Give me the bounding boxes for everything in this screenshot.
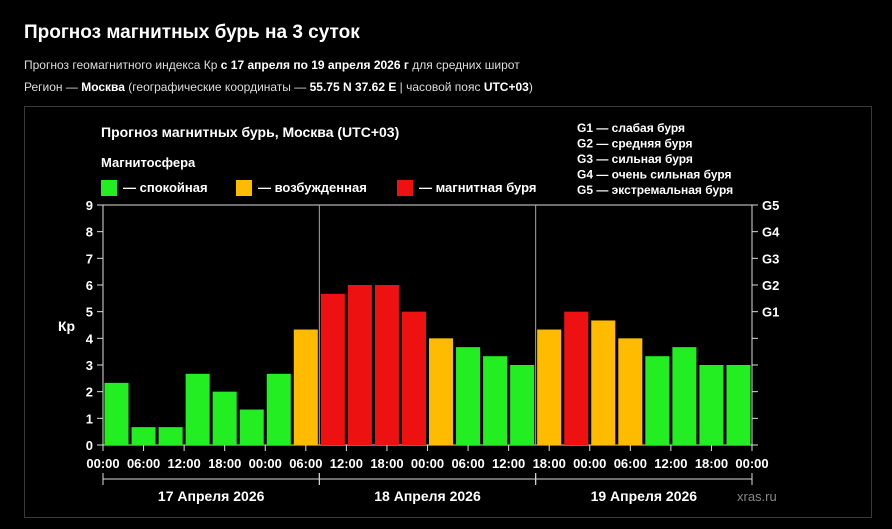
- period-suffix: для средних широт: [408, 58, 520, 72]
- x-tick-label: 00:00: [411, 456, 444, 471]
- chart-title: Прогноз магнитных бурь, Москва (UTC+03): [101, 124, 399, 140]
- bar-22: [672, 347, 697, 445]
- g-tick-label: G1: [762, 305, 779, 320]
- y-tick-label: 4: [86, 331, 94, 346]
- period-dates: с 17 апреля по 19 апреля 2026 г: [220, 58, 409, 72]
- x-tick-label: 06:00: [614, 456, 647, 471]
- bar-7: [266, 373, 291, 445]
- bar-12: [401, 311, 426, 445]
- g-scale-item-3: G3 — сильная буря: [577, 152, 693, 166]
- y-tick-label: 7: [86, 251, 93, 266]
- g-tick-label: G3: [762, 251, 779, 266]
- g-scale-item-2: G2 — средняя буря: [577, 137, 693, 151]
- bar-17: [537, 329, 562, 445]
- y-tick-label: 0: [86, 438, 93, 453]
- bar-24: [726, 365, 751, 445]
- bar-10: [347, 285, 372, 445]
- bar-13: [429, 338, 454, 445]
- bar-3: [158, 427, 183, 445]
- x-tick-label: 18:00: [208, 456, 241, 471]
- x-tick-label: 12:00: [330, 456, 363, 471]
- g-tick-label: G4: [762, 225, 780, 240]
- bar-18: [564, 311, 589, 445]
- x-tick-label: 00:00: [86, 456, 119, 471]
- x-tick-label: 06:00: [127, 456, 160, 471]
- x-tick-label: 12:00: [654, 456, 687, 471]
- x-tick-label: 18:00: [533, 456, 566, 471]
- region-prefix: Регион —: [24, 80, 82, 94]
- g-scale-item-1: G1 — слабая буря: [577, 121, 685, 135]
- g-tick-label: G5: [762, 198, 779, 213]
- x-tick-label: 06:00: [451, 456, 484, 471]
- bar-15: [483, 356, 508, 445]
- bar-11: [374, 285, 399, 445]
- x-tick-label: 18:00: [695, 456, 728, 471]
- legend-label-2: — возбужденная: [258, 180, 367, 195]
- y-axis-label: Кр: [58, 318, 75, 334]
- legend-swatch-3: [397, 180, 413, 196]
- watermark: xras.ru: [737, 489, 777, 504]
- g-tick-label: G2: [762, 278, 779, 293]
- y-tick-label: 6: [86, 278, 93, 293]
- region-coords: 55.75 N 37.62 E: [309, 80, 397, 94]
- legend: — спокойная — возбужденная — магнитная бур…: [101, 180, 536, 196]
- day-label: 18 Апреля 2026: [374, 488, 481, 504]
- bar-20: [618, 338, 643, 445]
- bar-4: [185, 373, 210, 445]
- period-prefix: Прогноз геомагнитного индекса Кр: [24, 58, 221, 72]
- region-city: Москва: [81, 80, 125, 94]
- g-scale-item-4: G4 — очень сильная буря: [577, 168, 732, 182]
- region-mid2: | часовой пояс: [396, 80, 484, 94]
- day-label: 17 Апреля 2026: [158, 488, 265, 504]
- x-tick-label: 00:00: [573, 456, 606, 471]
- x-tick-label: 12:00: [492, 456, 525, 471]
- region-timezone: UTC+03: [483, 80, 529, 94]
- day-label: 19 Апреля 2026: [591, 488, 698, 504]
- chart-panel: Прогноз магнитных бурь, Москва (UTC+03) …: [24, 106, 872, 518]
- kp-forecast-chart: Прогноз магнитных бурь, Москва (UTC+03) …: [58, 121, 780, 504]
- bar-6: [239, 409, 264, 445]
- forecast-period-line: Прогноз геомагнитного индекса Кр с 17 ап…: [24, 58, 520, 72]
- region-mid: (географические координаты —: [124, 80, 310, 94]
- x-tick-label: 00:00: [735, 456, 768, 471]
- bar-14: [456, 347, 481, 445]
- y-tick-label: 5: [86, 305, 93, 320]
- x-tick-label: 06:00: [289, 456, 322, 471]
- region-line: Регион — Москва (географические координа…: [24, 80, 533, 94]
- y-tick-label: 8: [86, 225, 93, 240]
- y-tick-label: 1: [86, 411, 93, 426]
- bar-21: [645, 356, 670, 445]
- legend-label-1: — спокойная: [123, 180, 208, 195]
- legend-label-3: — магнитная буря: [419, 180, 536, 195]
- bar-23: [699, 365, 724, 445]
- legend-swatch-2: [236, 180, 252, 196]
- bar-2: [131, 427, 156, 445]
- x-tick-label: 18:00: [370, 456, 403, 471]
- bar-16: [510, 365, 535, 445]
- y-tick-label: 9: [86, 198, 93, 213]
- region-suffix: ): [528, 80, 533, 94]
- plot-area: 0 1 2 3 4 5 6 7 8 9 G1 G2 G3 G4 G5 00:00 06:00 12:00 18:00…: [86, 198, 780, 504]
- y-tick-label: 3: [86, 358, 93, 373]
- bar-8: [293, 329, 318, 445]
- bar-5: [212, 391, 237, 445]
- x-tick-label: 00:00: [249, 456, 282, 471]
- bar-19: [591, 320, 616, 445]
- legend-title: Магнитосфера: [101, 155, 196, 170]
- legend-swatch-1: [101, 180, 117, 196]
- g-scale-item-5: G5 — экстремальная буря: [577, 183, 733, 197]
- bar-9: [320, 293, 345, 445]
- y-tick-label: 2: [86, 385, 93, 400]
- bar-1: [104, 382, 129, 445]
- page-title: Прогноз магнитных бурь на 3 суток: [24, 22, 360, 43]
- x-tick-label: 12:00: [168, 456, 201, 471]
